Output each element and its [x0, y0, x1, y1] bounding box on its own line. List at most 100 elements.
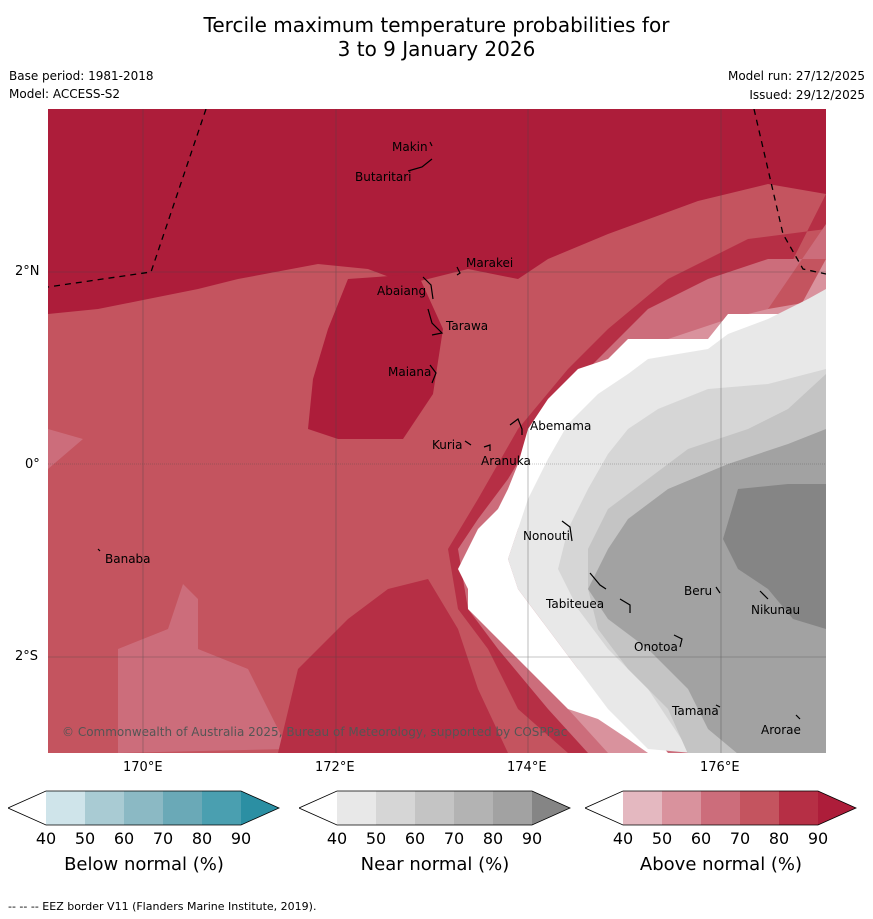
base-period: Base period: 1981-2018 [9, 69, 154, 83]
lon-label-172: 172°E [315, 760, 355, 775]
label-aranuka: Aranuka [481, 454, 531, 468]
lon-label-174: 174°E [507, 760, 547, 775]
island-maiana [429, 364, 437, 384]
below-normal-swatch-0 [8, 791, 46, 825]
below-normal-swatch-1 [46, 791, 85, 825]
island-marakei [456, 266, 461, 276]
tick-above-70: 70 [729, 829, 751, 848]
lon-label-176: 176°E [700, 760, 740, 775]
copyright-notice: © Commonwealth of Australia 2025, Bureau… [62, 725, 567, 739]
legend-title-below: Below normal (%) [64, 854, 224, 875]
region-transition-white [458, 274, 826, 753]
near-normal-swatch-6 [532, 791, 570, 825]
above-normal-swatch-5 [779, 791, 818, 825]
island-butaritari [407, 158, 433, 172]
title-line-1: Tercile maximum temperature probabilitie… [203, 13, 670, 37]
below-normal-swatch-3 [124, 791, 163, 825]
tick-above-50: 50 [651, 829, 673, 848]
below-normal-swatch-2 [85, 791, 124, 825]
colorbar-above-normal [585, 790, 857, 826]
label-nikunau: Nikunau [751, 603, 800, 617]
near-normal-swatch-0 [299, 791, 337, 825]
tick-below-60: 60 [113, 829, 135, 848]
label-tabiteuea: Tabiteuea [545, 597, 604, 611]
label-arorae: Arorae [761, 723, 801, 737]
region-above-70-80-south [278, 579, 508, 753]
label-beru: Beru [684, 584, 712, 598]
near-normal-swatch-3 [415, 791, 454, 825]
below-normal-swatch-6 [241, 791, 279, 825]
label-butaritari: Butaritari [355, 170, 412, 184]
lon-label-170: 170°E [123, 760, 163, 775]
below-normal-swatch-4 [163, 791, 202, 825]
tick-below-80: 80 [191, 829, 213, 848]
island-arorae [795, 714, 801, 720]
lat-label-2s: 2°S [15, 649, 39, 664]
graticule [48, 109, 826, 753]
tick-near-50: 50 [365, 829, 387, 848]
region-above-80-90-tarawa [308, 274, 443, 439]
below-normal-swatch-5 [202, 791, 241, 825]
above-normal-swatch-3 [701, 791, 740, 825]
label-kuria: Kuria [432, 438, 463, 452]
tick-below-40: 40 [35, 829, 57, 848]
tick-below-90: 90 [230, 829, 252, 848]
above-normal-swatch-2 [662, 791, 701, 825]
island-banaba [97, 548, 101, 552]
island-aranuka [483, 444, 491, 451]
model-run: Model run: 27/12/2025 [727, 69, 865, 83]
region-above-50-60-south [118, 584, 288, 753]
island-nikunau [759, 590, 769, 600]
above-normal-swatch-4 [740, 791, 779, 825]
model-name: Model: ACCESS-S2 [9, 87, 121, 101]
region-near-90-plus [723, 484, 826, 629]
islands [97, 141, 801, 720]
island-kuria [464, 440, 472, 446]
lat-label-2n: 2°N [15, 264, 40, 279]
label-marakei: Marakei [466, 256, 513, 270]
eez-border [48, 109, 826, 288]
island-abemama [509, 418, 523, 435]
title-line-2: 3 to 9 January 2026 [337, 37, 536, 61]
probability-map: Makin Butaritari Marakei Abaiang Tarawa … [48, 109, 826, 753]
label-maiana: Maiana [388, 365, 431, 379]
tick-above-80: 80 [768, 829, 790, 848]
tick-below-50: 50 [74, 829, 96, 848]
island-onotoa [673, 634, 683, 648]
tick-near-60: 60 [404, 829, 426, 848]
island-abaiang [422, 276, 434, 300]
colorbar-near-normal [299, 790, 571, 826]
tick-near-90: 90 [521, 829, 543, 848]
region-above-60-70-east [458, 224, 826, 753]
near-normal-swatch-1 [337, 791, 376, 825]
above-normal-swatch-0 [585, 791, 623, 825]
tick-above-90: 90 [807, 829, 829, 848]
legend-title-above: Above normal (%) [639, 854, 803, 875]
region-above-80-90 [48, 109, 826, 314]
tick-above-60: 60 [690, 829, 712, 848]
eez-footnote: -- -- -- EEZ border V11 (Flanders Marine… [8, 900, 317, 913]
lat-label-0: 0° [25, 457, 40, 472]
island-beru [715, 586, 721, 594]
label-abemama: Abemama [530, 419, 591, 433]
island-tamana [715, 704, 721, 708]
near-normal-swatch-4 [454, 791, 493, 825]
label-abaiang: Abaiang [377, 284, 426, 298]
label-makin: Makin [392, 140, 428, 154]
label-tarawa: Tarawa [445, 319, 488, 333]
island-makin [429, 141, 433, 147]
above-normal-swatch-6 [818, 791, 856, 825]
issued-date: Issued: 29/12/2025 [749, 88, 865, 102]
island-tabiteuea-south [619, 598, 631, 613]
tick-above-40: 40 [612, 829, 634, 848]
colorbar-below-normal [8, 790, 280, 826]
tick-near-40: 40 [326, 829, 348, 848]
island-nonouti [561, 520, 573, 542]
label-tamana: Tamana [671, 704, 719, 718]
above-normal-swatch-1 [623, 791, 662, 825]
tick-near-80: 80 [482, 829, 504, 848]
label-banaba: Banaba [105, 552, 151, 566]
tick-below-70: 70 [152, 829, 174, 848]
region-above-50-60-west [48, 429, 83, 469]
near-normal-swatch-5 [493, 791, 532, 825]
